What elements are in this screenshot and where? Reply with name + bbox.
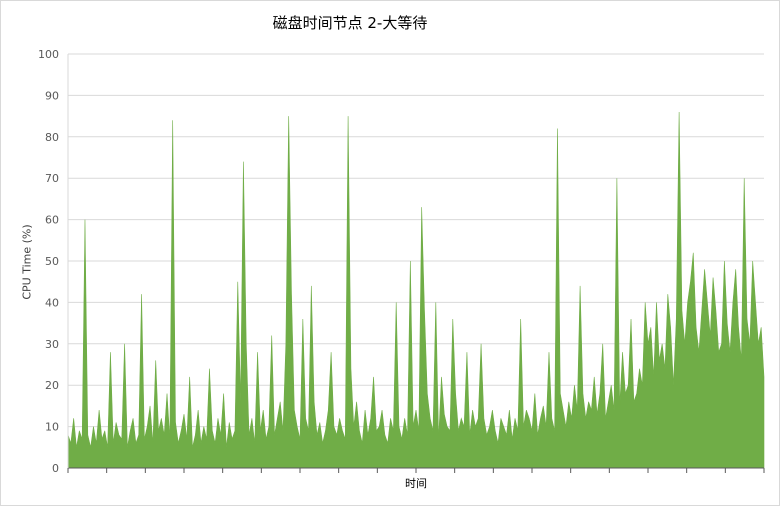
y-tick-label-60: 60 — [45, 214, 59, 227]
series-area — [67, 111, 765, 469]
y-tick-label-0: 0 — [52, 462, 59, 475]
y-tick-label-80: 80 — [45, 131, 59, 144]
y-tick-label-70: 70 — [45, 172, 59, 185]
y-tick-label-50: 50 — [45, 255, 59, 268]
chart-title: 磁盘时间节点 2-大等待 — [272, 14, 428, 32]
x-axis-label: 时间 — [405, 477, 427, 490]
y-tick-label-100: 100 — [38, 48, 59, 61]
y-tick-label-40: 40 — [45, 296, 59, 309]
y-tick-label-30: 30 — [45, 338, 59, 351]
y-tick-label-90: 90 — [45, 89, 59, 102]
y-tick-label-10: 10 — [45, 421, 59, 434]
y-tick-label-20: 20 — [45, 379, 59, 392]
